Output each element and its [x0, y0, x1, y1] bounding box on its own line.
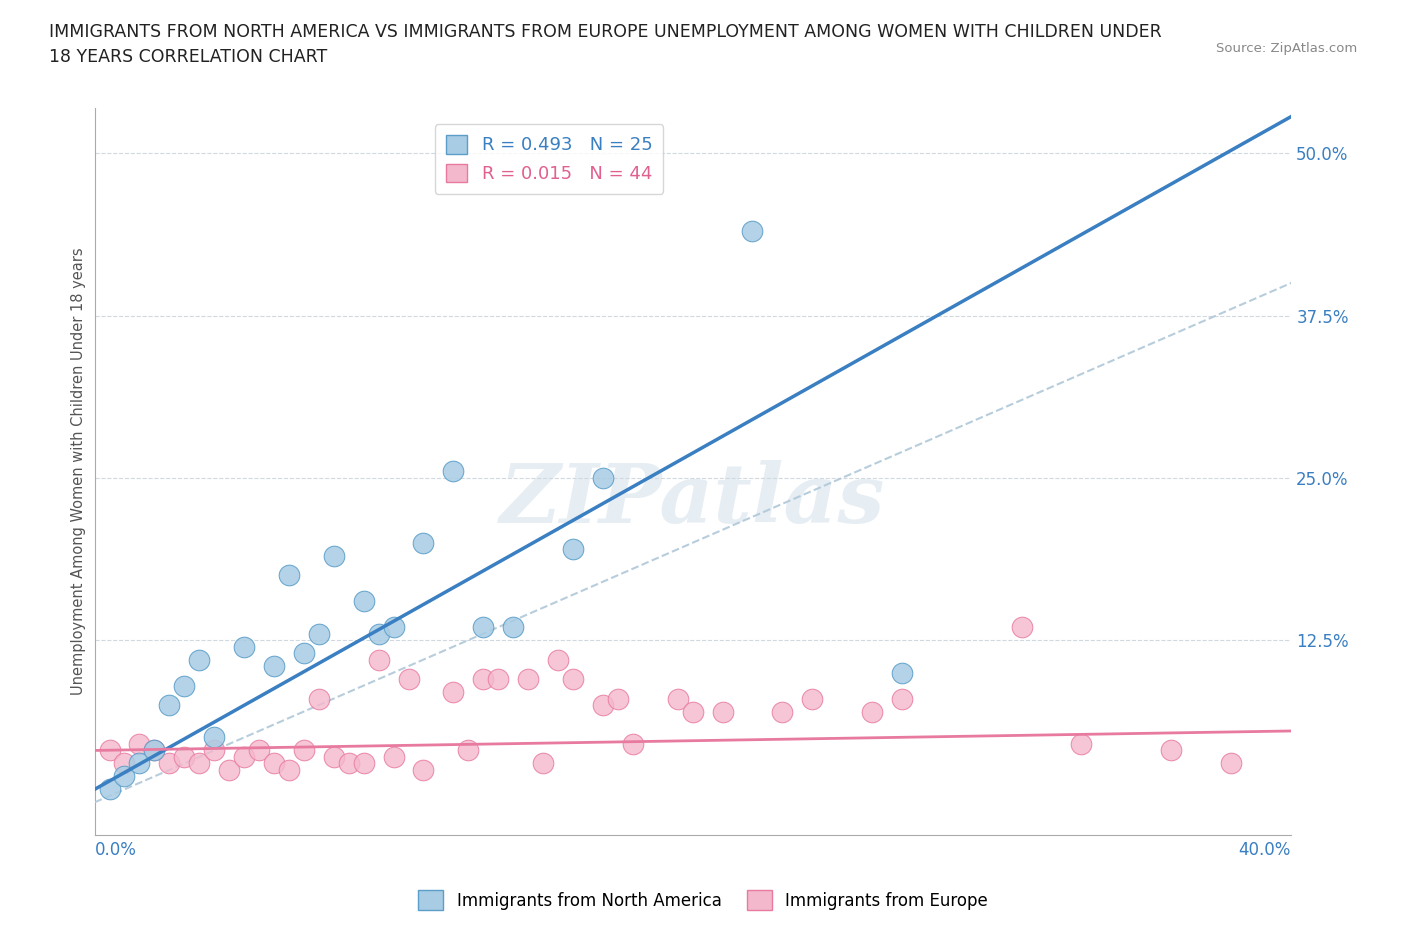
Point — [592, 471, 614, 485]
Point — [143, 743, 166, 758]
Point — [666, 691, 689, 706]
Point — [890, 691, 912, 706]
Point — [353, 756, 375, 771]
Point — [308, 626, 330, 641]
Point — [278, 568, 301, 583]
Point — [233, 639, 256, 654]
Point — [218, 763, 240, 777]
Point — [98, 743, 121, 758]
Point — [173, 678, 195, 693]
Point — [562, 542, 585, 557]
Text: 0.0%: 0.0% — [94, 842, 136, 859]
Point — [367, 652, 389, 667]
Point — [860, 704, 883, 719]
Point — [606, 691, 628, 706]
Point — [382, 750, 405, 764]
Point — [292, 743, 315, 758]
Point — [308, 691, 330, 706]
Point — [1011, 619, 1033, 634]
Point — [247, 743, 270, 758]
Point — [741, 224, 763, 239]
Point — [98, 782, 121, 797]
Point — [531, 756, 554, 771]
Point — [322, 549, 344, 564]
Point — [114, 756, 136, 771]
Point — [128, 756, 150, 771]
Point — [398, 671, 420, 686]
Point — [890, 665, 912, 680]
Point — [621, 737, 644, 751]
Point — [517, 671, 540, 686]
Legend: R = 0.493   N = 25, R = 0.015   N = 44: R = 0.493 N = 25, R = 0.015 N = 44 — [434, 125, 664, 193]
Text: ZIPatlas: ZIPatlas — [501, 460, 886, 540]
Point — [353, 593, 375, 608]
Point — [412, 763, 434, 777]
Point — [128, 737, 150, 751]
Point — [412, 536, 434, 551]
Text: 40.0%: 40.0% — [1239, 842, 1291, 859]
Point — [1160, 743, 1182, 758]
Point — [682, 704, 704, 719]
Text: Source: ZipAtlas.com: Source: ZipAtlas.com — [1216, 42, 1357, 55]
Point — [157, 756, 180, 771]
Point — [562, 671, 585, 686]
Point — [202, 743, 225, 758]
Point — [486, 671, 509, 686]
Point — [472, 619, 495, 634]
Point — [1070, 737, 1092, 751]
Point — [173, 750, 195, 764]
Point — [263, 658, 285, 673]
Legend: Immigrants from North America, Immigrants from Europe: Immigrants from North America, Immigrant… — [412, 884, 994, 917]
Point — [457, 743, 479, 758]
Point — [547, 652, 569, 667]
Point — [592, 698, 614, 712]
Point — [143, 743, 166, 758]
Point — [114, 769, 136, 784]
Point — [292, 645, 315, 660]
Text: IMMIGRANTS FROM NORTH AMERICA VS IMMIGRANTS FROM EUROPE UNEMPLOYMENT AMONG WOMEN: IMMIGRANTS FROM NORTH AMERICA VS IMMIGRA… — [49, 23, 1161, 66]
Point — [472, 671, 495, 686]
Point — [278, 763, 301, 777]
Point — [770, 704, 793, 719]
Point — [263, 756, 285, 771]
Point — [441, 464, 464, 479]
Point — [441, 684, 464, 699]
Point — [188, 756, 211, 771]
Point — [233, 750, 256, 764]
Point — [382, 619, 405, 634]
Point — [1219, 756, 1241, 771]
Point — [322, 750, 344, 764]
Point — [502, 619, 524, 634]
Point — [157, 698, 180, 712]
Point — [202, 730, 225, 745]
Y-axis label: Unemployment Among Women with Children Under 18 years: Unemployment Among Women with Children U… — [72, 247, 86, 696]
Point — [711, 704, 734, 719]
Point — [188, 652, 211, 667]
Point — [801, 691, 824, 706]
Point — [367, 626, 389, 641]
Point — [337, 756, 360, 771]
